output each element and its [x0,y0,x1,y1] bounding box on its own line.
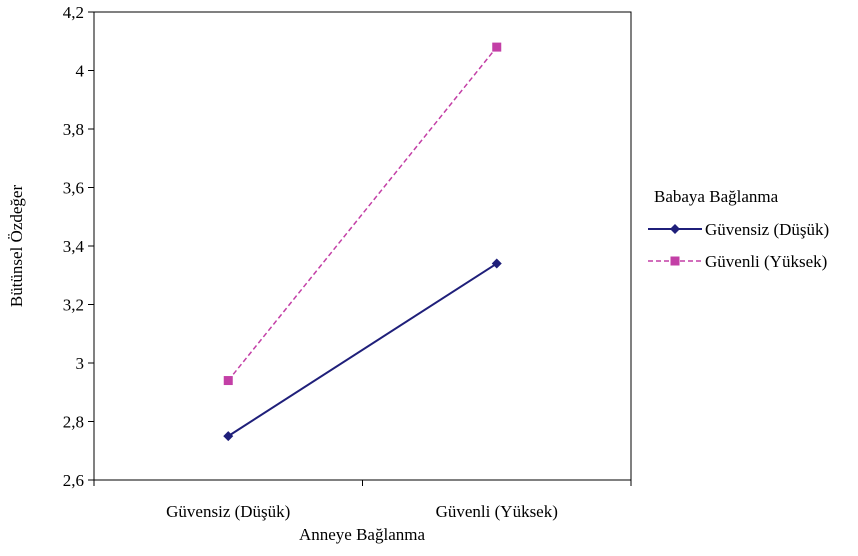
plot-frame [93,11,632,481]
series-1 [223,258,502,442]
legend-marker [670,224,680,234]
y-tick-label: 3,4 [63,237,85,256]
series-2 [223,42,502,386]
y-tick-label: 3 [76,354,85,373]
x-tick-label: Güvensiz (Düşük) [166,502,290,521]
legend-marker [670,256,680,266]
legend-title: Babaya Bağlanma [654,187,779,206]
series-line [227,262,498,437]
y-tick-label: 2,6 [63,471,84,490]
data-point [223,431,234,442]
series-layer [223,42,502,442]
data-point [492,42,502,52]
legend-label: Güvenli (Yüksek) [705,252,827,271]
series-line [227,46,498,382]
plot-area-border [93,11,632,481]
y-tick-label: 4,2 [63,3,84,22]
y-axis-ticks: 2,6 2,8 3 3,2 3,4 3,6 3,8 4 4,2 [63,3,94,490]
y-axis-title: Bütünsel Özdeğer [7,185,26,308]
y-tick-label: 3,6 [63,179,84,198]
legend-item: Güvensiz (Düşük) [648,220,829,239]
legend: Babaya Bağlanma Güvensiz (Düşük) Güvenli … [648,187,829,271]
x-tick-label: Güvenli (Yüksek) [436,502,558,521]
y-tick-label: 4 [76,62,85,81]
legend-item: Güvenli (Yüksek) [648,252,827,271]
data-point [223,376,233,386]
data-point [491,258,502,269]
y-tick-label: 2,8 [63,413,84,432]
x-axis-ticks: Güvensiz (Düşük) Güvenli (Yüksek) [93,480,632,521]
legend-label: Güvensiz (Düşük) [705,220,829,239]
y-tick-label: 3,2 [63,296,84,315]
y-tick-label: 3,8 [63,120,84,139]
x-axis-title: Anneye Bağlanma [299,525,425,544]
